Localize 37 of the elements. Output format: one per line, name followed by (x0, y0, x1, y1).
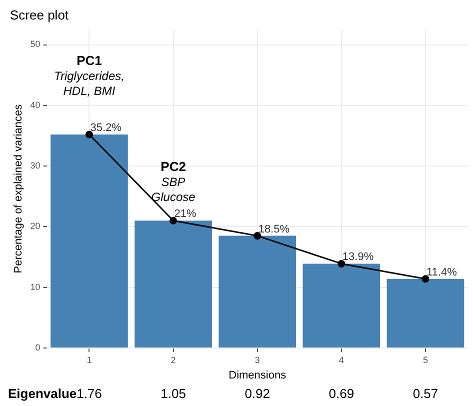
data-label: 18.5% (258, 223, 290, 236)
data-label: 21% (174, 208, 197, 220)
y-tick-label: 30 (30, 160, 40, 171)
text: 0.92 (244, 386, 270, 401)
y-tick-label: 0 (35, 342, 40, 352)
point (338, 260, 346, 268)
bar (386, 278, 464, 348)
text: 1.05 (160, 386, 186, 401)
bar (134, 220, 212, 348)
text: 0.57 (412, 386, 438, 401)
y-tick-label: 50 (30, 39, 40, 50)
annotation: PC1 Triglycerides, HDL, BMI (54, 53, 124, 98)
bar (218, 236, 296, 348)
x-tick-label: 3 (254, 354, 260, 365)
text: 0.69 (328, 386, 354, 401)
text: 1.76 (76, 386, 102, 401)
bar (50, 134, 128, 348)
text: Eigenvalue (8, 386, 77, 401)
point (85, 130, 93, 138)
x-tick-label: 2 (170, 354, 176, 365)
y-tick-label: 20 (30, 221, 40, 232)
y-axis-title: Percentage of explained variances (12, 104, 25, 274)
x-tick-label: 4 (338, 354, 344, 365)
data-label: 11.4% (426, 266, 458, 278)
point (254, 232, 262, 240)
data-label: 35.2% (90, 122, 122, 134)
point (422, 275, 430, 283)
x-tick-label: 5 (422, 354, 428, 365)
y-tick-label: 10 (30, 282, 40, 292)
y-tick-label: 40 (30, 100, 40, 110)
x-axis-title: Dimensions (228, 369, 287, 382)
x-tick-label: 1 (86, 354, 92, 365)
data-label: 13.9% (342, 251, 374, 264)
point (170, 216, 178, 224)
bar (302, 264, 380, 348)
annotation: PC2 SBP Glucose (151, 159, 196, 204)
chart-title: Scree plot (10, 7, 69, 22)
